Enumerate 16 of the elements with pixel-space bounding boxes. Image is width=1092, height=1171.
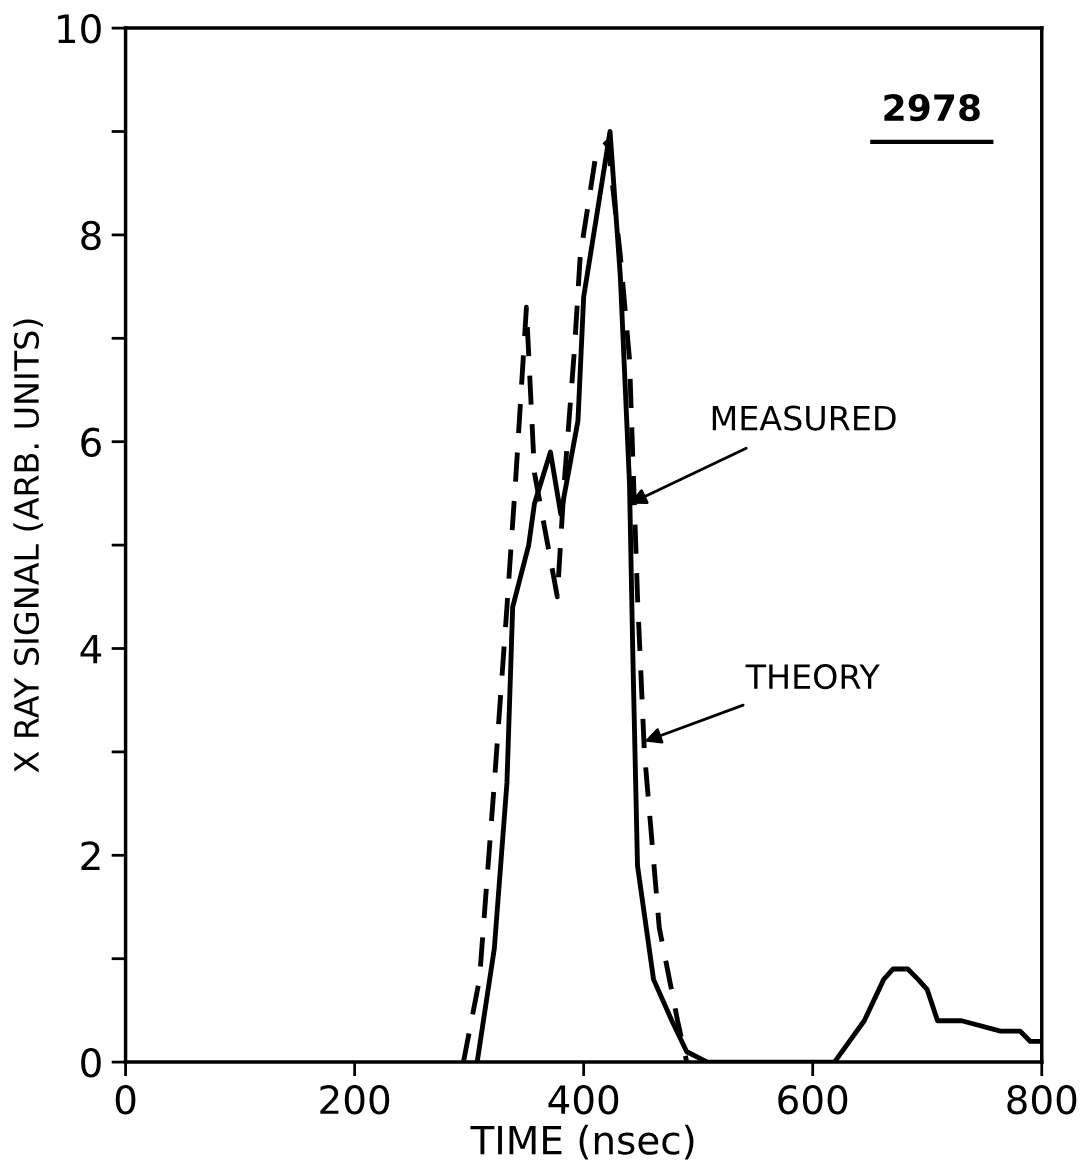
y-tick-label: 2 — [81, 841, 100, 871]
x-tick-label: 400 — [548, 1085, 619, 1115]
x-tick-label: 800 — [1007, 1085, 1077, 1115]
y-tick-label: 10 — [58, 14, 101, 44]
x-axis-title: TIME (nsec) — [470, 1124, 694, 1160]
y-axis-title: X RAY SIGNAL (ARB. UNITS) — [13, 319, 43, 773]
y-tick-label: 8 — [81, 220, 101, 251]
annotation: MEASURED — [712, 405, 896, 431]
y-tick-label: 0 — [81, 1048, 101, 1078]
x-tick-label: 200 — [320, 1085, 390, 1115]
y-tick-label: 4 — [80, 634, 102, 664]
x-tick-label: 600 — [778, 1085, 848, 1115]
y-tick-label: 6 — [81, 427, 101, 458]
annotation: THEORY — [745, 663, 880, 690]
x-tick-label: 0 — [115, 1085, 136, 1115]
annotation: 2978 — [884, 93, 980, 122]
